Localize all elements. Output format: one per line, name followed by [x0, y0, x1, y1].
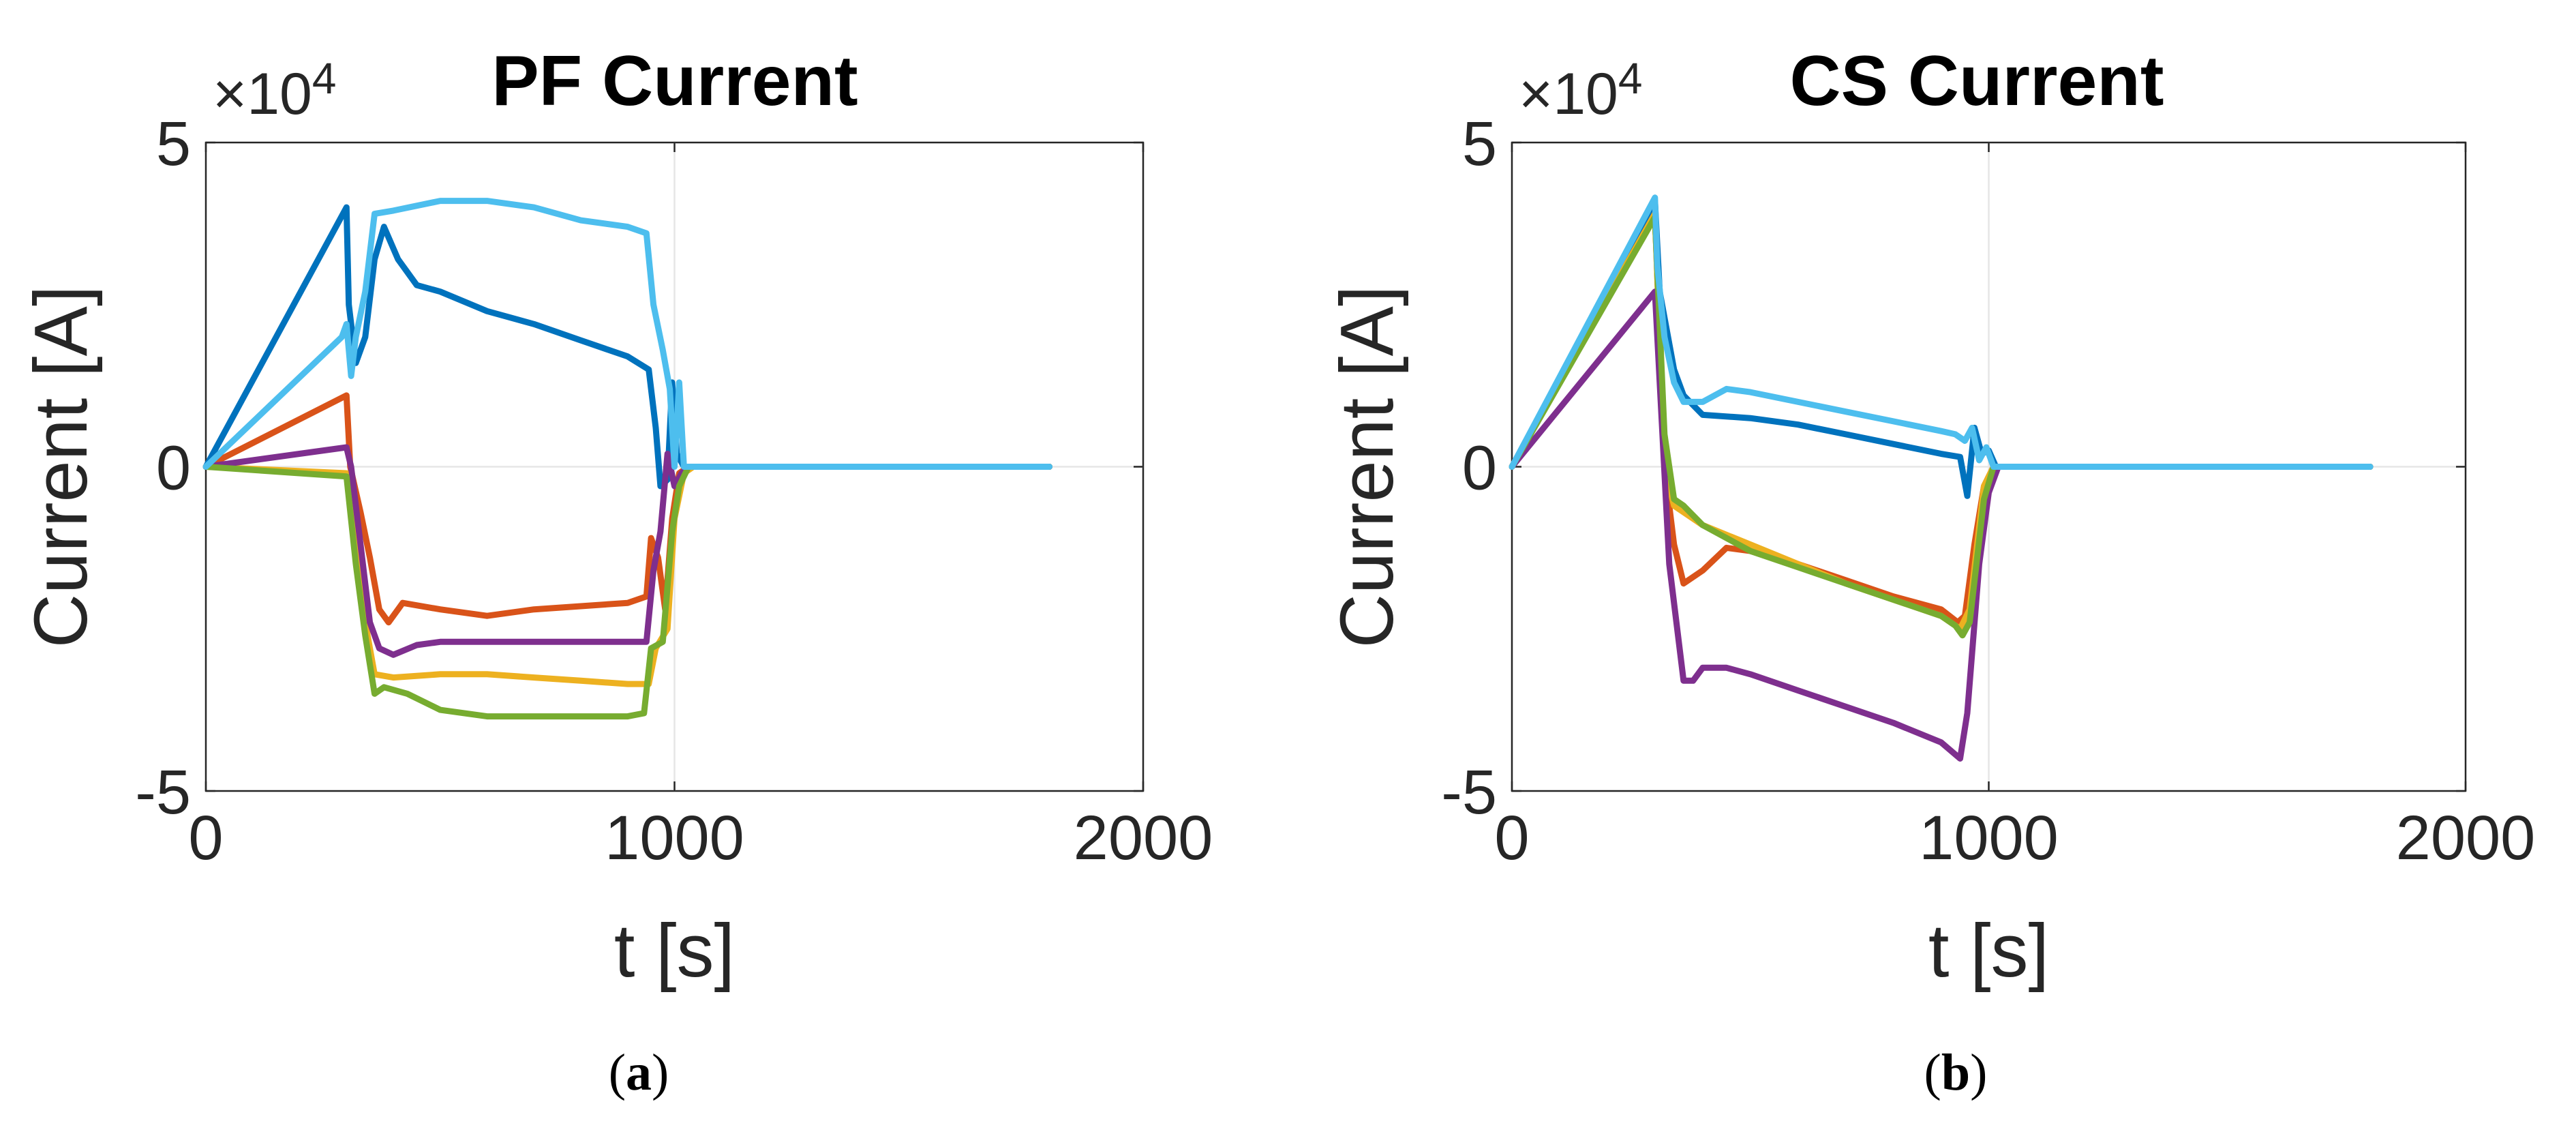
x-tick-label: 2000: [1074, 803, 1213, 873]
chart-title: PF Current: [491, 42, 858, 121]
y-exponent-base: ×10: [1519, 61, 1618, 127]
y-exponent-label: ×104: [213, 54, 336, 127]
y-tick-label: -5: [135, 758, 191, 827]
caption-paren-open: (: [1924, 1044, 1941, 1101]
y-tick-label: -5: [1441, 758, 1497, 827]
y-tick-label: 0: [1462, 434, 1497, 503]
x-tick-label: 1000: [1919, 803, 2059, 873]
x-tick-label: 1000: [605, 803, 744, 873]
y-exponent-power: 4: [312, 54, 337, 103]
x-tick-label: 0: [188, 803, 223, 873]
x-tick-label: 0: [1494, 803, 1529, 873]
series-line-series4: [202, 444, 1052, 658]
y-tick-label: 0: [156, 434, 191, 503]
caption-letter: b: [1941, 1044, 1970, 1101]
x-tick-label: 2000: [2396, 803, 2536, 873]
series-line-series6: [1509, 194, 2374, 470]
x-axis-label: t [s]: [1928, 909, 2049, 993]
caption-paren-close: ): [652, 1044, 669, 1101]
y-exponent-base: ×10: [213, 61, 312, 127]
caption-paren-open: (: [609, 1044, 626, 1101]
series-line-series5: [202, 464, 1052, 720]
caption-letter: a: [626, 1044, 652, 1101]
series-line-series6: [202, 198, 1052, 470]
series-line-series5: [1509, 213, 2374, 639]
panel-caption: (b): [1924, 1044, 1988, 1101]
y-axis-label: Current [A]: [19, 286, 103, 648]
y-exponent-power: 4: [1618, 54, 1643, 103]
y-axis-label: Current [A]: [1325, 286, 1409, 648]
y-tick-label: 5: [156, 109, 191, 179]
y-tick-label: 5: [1462, 109, 1497, 179]
x-axis-label: t [s]: [614, 909, 735, 993]
panel-caption: (a): [609, 1044, 669, 1101]
y-exponent-label: ×104: [1519, 54, 1642, 127]
chart-title: CS Current: [1790, 42, 2164, 121]
caption-paren-close: ): [1970, 1044, 1987, 1101]
